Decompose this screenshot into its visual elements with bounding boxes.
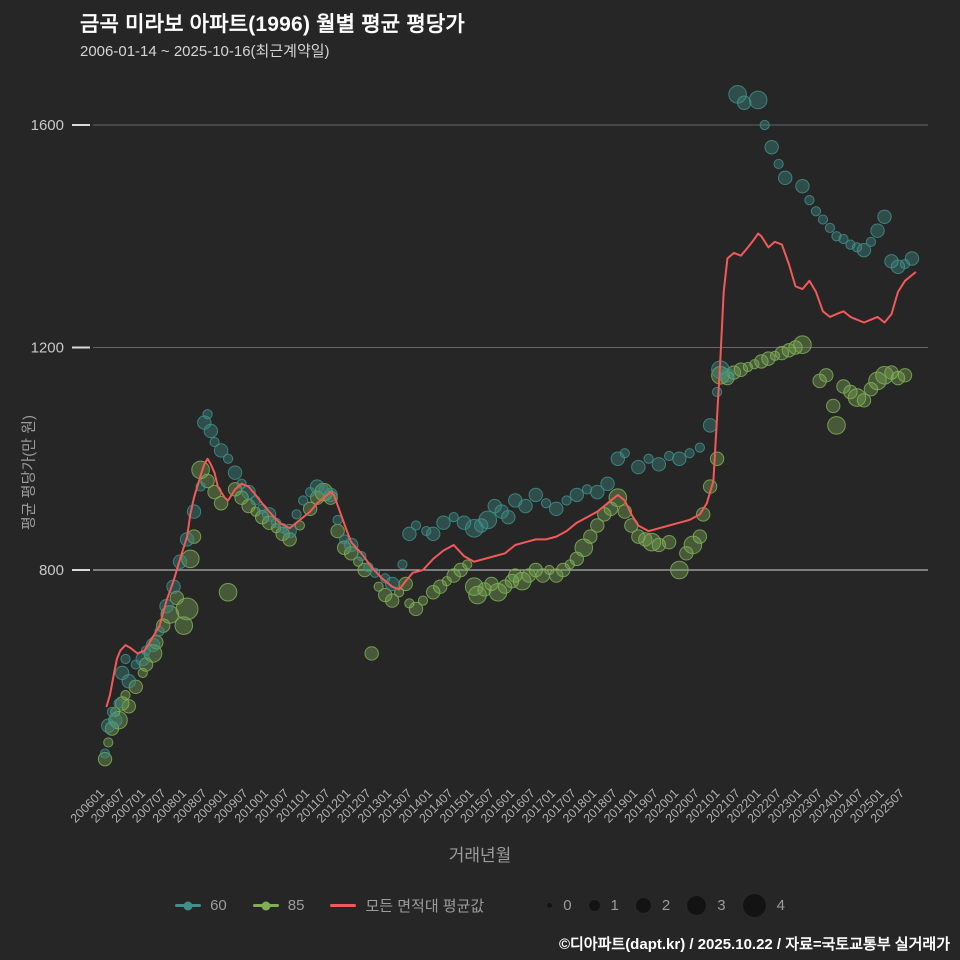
size-legend-item: 3: [686, 895, 726, 916]
size-label-0: 0: [563, 897, 572, 914]
size-legend-item: 4: [741, 893, 785, 918]
svg-text:1600: 1600: [31, 117, 64, 134]
legend-item-avg: 모든 면적대 평균값: [330, 895, 484, 916]
size-label-4: 4: [776, 897, 785, 914]
x-axis-title: 거래년월: [448, 846, 512, 865]
avg-line-marker-icon: [330, 904, 357, 907]
series-85-points: [97, 335, 913, 767]
legend-label-85: 85: [287, 897, 305, 914]
size-legend-item: 2: [634, 897, 671, 914]
size-dot-0-icon: [546, 902, 554, 909]
series-60-points: [99, 85, 920, 759]
x-axis-ticks: 2006012006072007012007072008012008072009…: [68, 786, 907, 825]
size-dot-1-icon: [587, 899, 601, 912]
size-dot-3-icon: [686, 895, 708, 916]
size-label-2: 2: [661, 897, 671, 914]
y-axis-title: 평균 평당가(만 원): [20, 415, 38, 530]
size-dot-2-icon: [634, 897, 652, 914]
chart-subtitle: 2006-01-14 ~ 2025-10-16(최근계약일): [80, 43, 330, 60]
credit-footer: ©디아파트(dapt.kr) / 2025.10.22 / 자료=국토교통부 실…: [558, 936, 950, 953]
size-label-1: 1: [610, 897, 619, 914]
legend-item-85: 85: [252, 897, 305, 914]
size-dot-4-icon: [741, 893, 767, 918]
size-label-3: 3: [717, 897, 726, 914]
chart-title: 금곡 미라보 아파트(1996) 월별 평균 평당가: [80, 13, 465, 36]
size-legend-item: 0: [546, 897, 572, 914]
avg-price-line: [105, 232, 917, 708]
svg-text:800: 800: [39, 562, 64, 579]
legend: 60 85 모든 면적대 평균값 0 1 2 3: [0, 893, 960, 918]
size-legend-item: 1: [587, 897, 619, 914]
series-85-marker-icon: [252, 904, 279, 907]
legend-item-60: 60: [175, 897, 227, 914]
legend-label-60: 60: [210, 897, 227, 914]
series-60-marker-icon: [175, 904, 202, 907]
legend-label-avg: 모든 면적대 평균값: [365, 898, 485, 915]
bubble-size-legend: 0 1 2 3 4: [546, 893, 785, 918]
svg-text:1200: 1200: [31, 340, 64, 357]
